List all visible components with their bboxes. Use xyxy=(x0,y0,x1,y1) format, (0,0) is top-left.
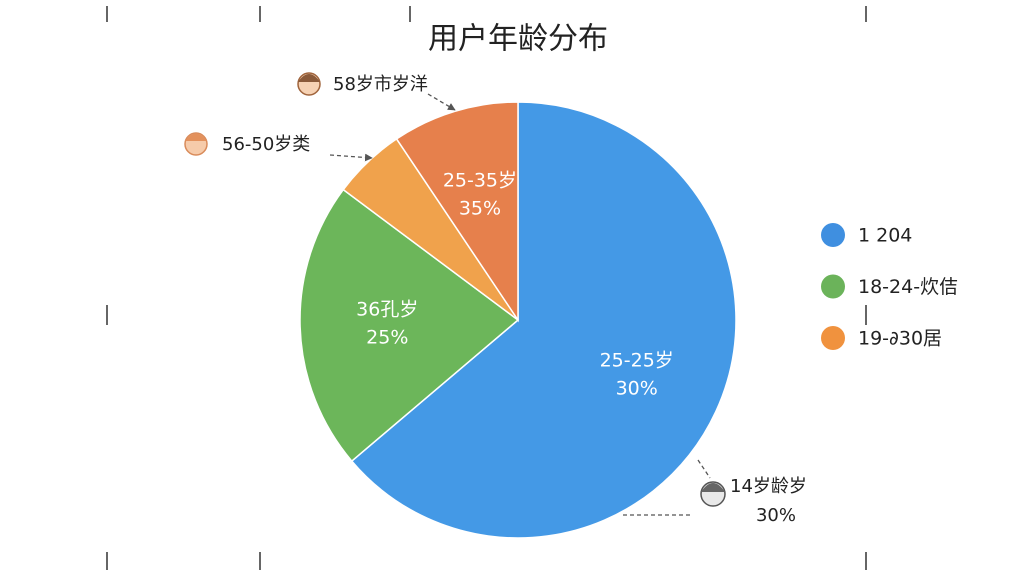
chart-title: 用户年龄分布 xyxy=(428,22,608,57)
pie-slice xyxy=(299,188,520,463)
legend-swatch xyxy=(821,223,845,247)
slice-label: 25-25岁 xyxy=(600,349,674,371)
pie: 25-25岁 30% 36孔岁 25% 25-35岁 35% xyxy=(299,101,737,539)
pie-slice xyxy=(350,101,737,539)
callout-label: 56-50岁类 xyxy=(222,134,310,155)
slice-label: 35% xyxy=(459,197,501,219)
slice-label: 30% xyxy=(616,377,658,399)
legend-swatch xyxy=(821,274,845,299)
frame-ticks xyxy=(106,6,867,570)
legend-swatch xyxy=(821,326,845,350)
legend-label: 19-∂30居 xyxy=(858,328,942,350)
callout-label: 14岁龄岁 xyxy=(730,476,807,497)
slice-label: 25% xyxy=(366,327,408,349)
callout-decor xyxy=(184,72,726,516)
slice-label: 36孔岁 xyxy=(356,299,418,321)
legend-label: 18-24-炊佶 xyxy=(858,276,958,298)
slice-label: 25-35岁 xyxy=(443,169,517,191)
legend-label: 1 204 xyxy=(858,225,912,247)
callouts: 58岁市岁洋 56-50岁类 14岁龄岁 30% xyxy=(222,74,807,526)
callout-label: 30% xyxy=(756,505,796,526)
callout-label: 58岁市岁洋 xyxy=(333,74,428,95)
pie-slice xyxy=(395,101,519,323)
legend: 1 204 18-24-炊佶 19-∂30居 xyxy=(821,223,958,350)
